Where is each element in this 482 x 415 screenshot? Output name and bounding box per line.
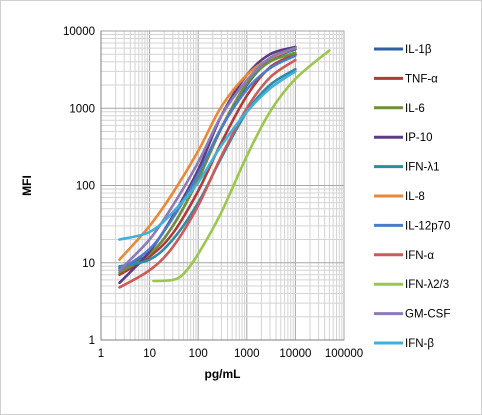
x-tick-label: 100 <box>189 348 208 360</box>
series-line <box>118 45 297 285</box>
grid-lines <box>100 30 345 341</box>
y-tick-label: 10 <box>82 258 95 270</box>
x-tick-label: 10000 <box>279 348 311 360</box>
legend-label: IL-1β <box>405 44 432 56</box>
y-axis-label: MFI <box>20 175 34 196</box>
x-tick-label: 1000 <box>234 348 260 360</box>
legend-label: IFN-β <box>405 338 434 350</box>
series-lines <box>118 45 331 289</box>
legend-label: GM-CSF <box>405 309 450 321</box>
legend-label: IP-10 <box>405 132 433 144</box>
legend-label: IFN-λ1 <box>405 162 440 174</box>
series-line <box>118 70 297 241</box>
y-tick-label: 1 <box>89 335 95 347</box>
legend-label: TNF-α <box>405 73 438 85</box>
legend-label: IFN-α <box>405 250 434 262</box>
legend: IL-1β TNF-α IL-6 IP-10 IFN-λ1 IL-8 IL-12p70 IFN… <box>374 44 450 350</box>
series-line <box>118 54 297 272</box>
axes: 1 10 100 1000 10000 100000 1 10 100 1000 10000 <box>63 26 363 360</box>
y-tick-label: 100 <box>76 181 95 193</box>
legend-label: IL-6 <box>405 103 425 115</box>
series-line <box>118 46 297 272</box>
legend-label: IL-12p70 <box>405 220 450 232</box>
series-line <box>118 58 297 289</box>
x-tick-label: 100000 <box>325 348 363 360</box>
x-tick-label: 1 <box>98 348 104 360</box>
x-tick-label: 10 <box>143 348 156 360</box>
y-tick-label: 1000 <box>69 103 95 115</box>
legend-label: IL-8 <box>405 191 425 203</box>
y-tick-label: 10000 <box>63 26 95 38</box>
legend-label: IFN-λ2/3 <box>405 279 449 291</box>
x-axis-label: pg/mL <box>205 367 241 381</box>
series-line <box>152 49 331 283</box>
